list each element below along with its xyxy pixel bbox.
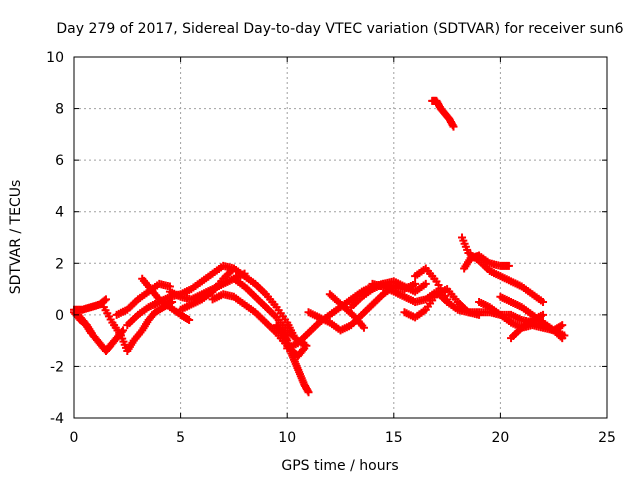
series-trace-r — [400, 285, 484, 322]
data-point — [101, 295, 110, 304]
data-point — [185, 316, 194, 325]
y-tick-label: 6 — [55, 153, 64, 169]
series-trace-d — [99, 297, 177, 355]
data-point — [87, 328, 96, 337]
series-trace-y — [507, 310, 548, 343]
data-point — [304, 388, 313, 397]
series-trace-o — [325, 290, 368, 332]
series-trace-p — [347, 277, 430, 312]
data-point — [558, 321, 567, 330]
x-tick-label: 0 — [70, 430, 79, 446]
data-point — [449, 122, 458, 131]
y-tick-label: 0 — [55, 308, 64, 324]
grid-lines — [74, 57, 607, 418]
series-trace-t — [428, 96, 458, 131]
data-points — [70, 96, 569, 397]
series-trace-i — [176, 264, 298, 340]
data-point — [539, 297, 548, 306]
series-trace-b — [70, 295, 110, 314]
x-tick-label: 5 — [176, 430, 185, 446]
data-point — [504, 261, 513, 270]
data-point — [475, 310, 484, 319]
data-point — [558, 334, 567, 343]
x-tick-label: 10 — [278, 430, 296, 446]
x-axis-label: GPS time / hours — [281, 458, 398, 474]
data-point — [539, 310, 548, 319]
data-point — [100, 296, 109, 305]
data-point — [302, 341, 311, 350]
y-tick-label: -4 — [50, 411, 64, 427]
plot-frame — [73, 56, 608, 419]
x-tick-label: 20 — [491, 430, 509, 446]
y-axis-label: SDTVAR / TECUs — [8, 180, 24, 295]
chart-title: Day 279 of 2017, Sidereal Day-to-day VTE… — [56, 21, 623, 37]
data-point — [421, 279, 430, 288]
y-tick-label: 10 — [46, 50, 64, 66]
data-point — [359, 323, 368, 332]
data-point — [443, 295, 452, 304]
y-tick-label: 2 — [55, 256, 64, 272]
x-tick-label: 15 — [385, 430, 403, 446]
series-trace-s — [411, 264, 452, 304]
series-trace-v — [460, 251, 513, 273]
axis-ticks: 0 5 10 15 20 25 -4 -2 0 2 4 6 8 10 — [46, 50, 616, 446]
data-point — [411, 279, 420, 288]
series-trace-l — [272, 321, 313, 397]
y-tick-label: 4 — [55, 205, 64, 221]
series-trace-k — [229, 274, 311, 350]
x-tick-label: 25 — [598, 430, 616, 446]
y-tick-label: -2 — [50, 359, 64, 375]
y-tick-label: 8 — [55, 102, 64, 118]
